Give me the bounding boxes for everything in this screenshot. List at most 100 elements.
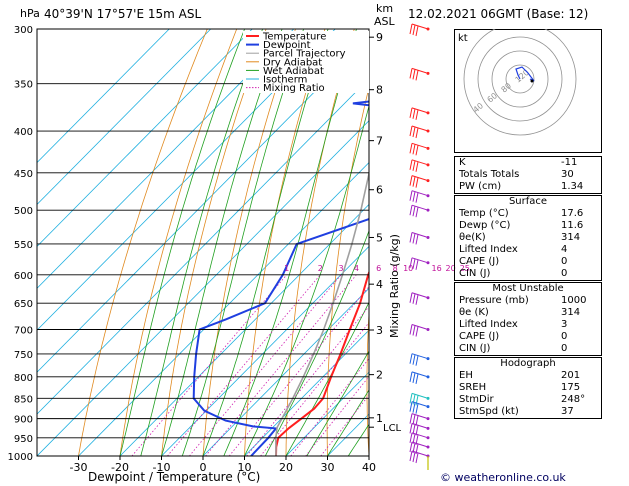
isotherm-line xyxy=(119,203,369,456)
mixing-ratio-label: 8 xyxy=(393,264,398,273)
wind-barb xyxy=(409,441,430,455)
index-value: 0 xyxy=(561,343,568,354)
index-row: CIN (J) 0 xyxy=(455,268,601,280)
pressure-tick-label: 1000 xyxy=(8,452,33,463)
isotherm-line xyxy=(37,29,212,206)
index-row: Totals Totals 30 xyxy=(455,169,601,181)
index-value: 0 xyxy=(561,268,568,279)
index-row: StmDir 248° xyxy=(455,394,601,406)
x-tick-label: -30 xyxy=(70,461,88,474)
legend-entry: Wet Adiabat xyxy=(263,66,324,77)
x-tick-label: 0 xyxy=(200,461,207,474)
wind-barb xyxy=(409,231,430,245)
isotherm-line xyxy=(244,329,369,456)
index-label: Totals Totals xyxy=(459,169,520,180)
index-value: 3 xyxy=(561,319,568,330)
wet-adiabat-line xyxy=(306,350,369,456)
wind-barb xyxy=(409,190,430,203)
parcel-trajectory-line xyxy=(274,169,369,456)
dry-adiabat-line xyxy=(615,29,629,456)
x-axis-label: Dewpoint / Temperature (°C) xyxy=(88,470,261,484)
x-tick-label: -20 xyxy=(111,461,129,474)
pressure-tick-label: 650 xyxy=(14,299,33,310)
pressure-tick-label: 550 xyxy=(14,240,33,251)
mixing-ratio-axis-label: Mixing Ratio (g/kg) xyxy=(388,234,401,338)
hodograph-frame xyxy=(454,29,602,153)
isotherm-line xyxy=(37,120,369,456)
pressure-tick-label: 800 xyxy=(14,373,33,384)
index-value: 11.6 xyxy=(561,220,584,231)
pressure-tick-label: 850 xyxy=(14,394,33,405)
wind-barb xyxy=(409,67,430,81)
mixing-ratio-label: 6 xyxy=(376,264,381,273)
index-label: θe(K) xyxy=(459,232,486,243)
index-value: 37 xyxy=(561,406,574,417)
legend-entry: Mixing Ratio xyxy=(263,83,325,94)
legend-entry: Isotherm xyxy=(263,75,307,86)
isotherm-line xyxy=(37,29,336,331)
wet-adiabat-line xyxy=(327,389,369,456)
mixing-ratio-line xyxy=(246,305,369,456)
index-value: 0 xyxy=(561,331,568,342)
isotherm-line xyxy=(37,29,170,164)
km-label: km xyxy=(376,2,394,15)
mixing-ratio-label: 4 xyxy=(354,264,359,273)
wet-adiabat-line xyxy=(140,29,263,456)
isotherm-line xyxy=(37,78,369,415)
altitude-tick-label: 7 xyxy=(376,135,383,148)
index-row: EH 201 xyxy=(455,370,601,382)
copyright: © weatheronline.co.uk xyxy=(440,471,566,484)
x-tick-label: 10 xyxy=(238,461,252,474)
wind-barb xyxy=(409,392,430,406)
most-unstable-title: Most Unstable xyxy=(492,283,564,294)
index-label: θe (K) xyxy=(459,307,489,318)
hodograph-indices-title: Hodograph xyxy=(500,358,556,369)
index-value: 0 xyxy=(561,256,568,267)
index-value: 30 xyxy=(561,169,574,180)
mixing-ratio-line xyxy=(131,274,288,456)
hpa-label: hPa xyxy=(20,7,40,20)
run-title: 12.02.2021 06GMT (Base: 12) xyxy=(408,7,589,21)
lcl-label: LCL xyxy=(383,423,402,434)
legend-entry: Dewpoint xyxy=(263,40,311,51)
wind-barb xyxy=(409,401,430,414)
hodograph-ring xyxy=(505,64,535,94)
mixing-ratio-label: 10 xyxy=(403,264,413,273)
altitude-tick-label: 8 xyxy=(376,84,383,97)
hodograph-indices-box: Hodograph EH 201 SREH 175 StmDir 248° StmSpd (k… xyxy=(454,357,602,419)
wind-barb xyxy=(409,324,430,337)
index-row: θe (K) 314 xyxy=(455,307,601,319)
altitude-tick-label: 2 xyxy=(376,369,383,382)
index-value: 248° xyxy=(561,394,586,405)
wind-barb xyxy=(409,292,430,305)
x-tick-label: 40 xyxy=(362,461,376,474)
index-row: Temp (°C) 17.6 xyxy=(455,208,601,220)
wind-barb xyxy=(409,204,430,218)
isotherm-line xyxy=(78,161,369,456)
altitude-tick-label: 9 xyxy=(376,31,383,44)
dry-adiabat-line xyxy=(406,29,443,456)
x-tick-label: 30 xyxy=(321,461,335,474)
isotherm-line xyxy=(161,245,369,456)
mixing-ratio-line xyxy=(189,274,342,456)
index-row: CAPE (J) 0 xyxy=(455,331,601,343)
pressure-tick-label: 500 xyxy=(14,206,33,217)
wind-barb xyxy=(409,175,430,188)
hodograph-trace xyxy=(515,66,535,82)
wind-barb xyxy=(409,450,430,464)
indices-panel: K -11 Totals Totals 30 PW (cm) 1.34 Surface Tem… xyxy=(454,156,602,420)
asl-label: ASL xyxy=(374,15,395,28)
wind-barb xyxy=(409,371,430,384)
x-tick-label: 20 xyxy=(279,461,293,474)
index-label: Temp (°C) xyxy=(459,208,509,219)
altitude-tick-label: 4 xyxy=(376,278,383,291)
index-label: PW (cm) xyxy=(459,181,502,192)
mixing-ratio-label: 1 xyxy=(284,264,289,273)
index-value: 314 xyxy=(561,232,581,243)
altitude-tick-label: 1 xyxy=(376,412,383,425)
index-value: 1000 xyxy=(561,295,587,306)
wind-barb xyxy=(409,107,430,120)
storm-motion-marker xyxy=(530,79,534,83)
wind-barb xyxy=(409,353,430,366)
